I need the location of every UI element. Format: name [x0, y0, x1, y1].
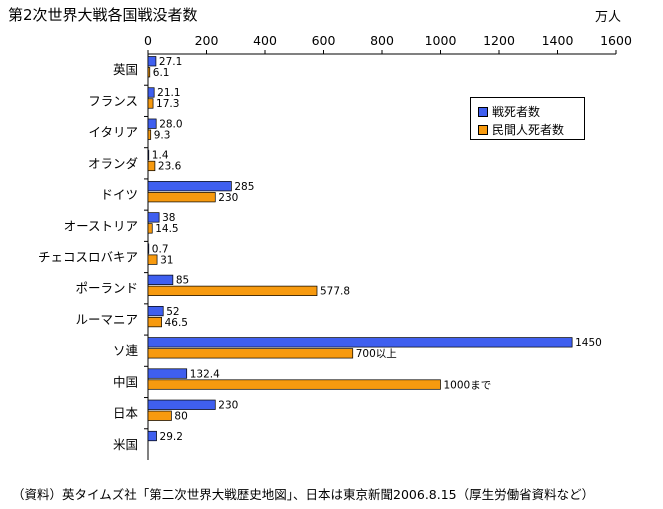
x-tick-label: 400 [253, 33, 277, 48]
data-label: 29.2 [160, 431, 183, 443]
legend: 戦死者数 民間人死者数 [470, 97, 585, 140]
legend-swatch-blue [478, 106, 488, 117]
category-label: ソ連 [113, 343, 139, 358]
bar [147, 254, 158, 265]
data-label: 27.1 [159, 56, 182, 68]
chart-title: 第2次世界大戦各国戦没者数 [8, 6, 198, 24]
bar [147, 243, 150, 254]
data-label: 1.4 [152, 150, 169, 162]
legend-item-combat-deaths: 戦死者数 [478, 103, 540, 120]
bar [147, 410, 172, 421]
bar [147, 348, 354, 359]
x-tick-label: 1400 [542, 33, 574, 48]
data-label: 1450 [575, 337, 602, 349]
data-label: 28.0 [159, 118, 182, 130]
x-tick-label: 0 [144, 33, 152, 48]
legend-swatch-orange [478, 124, 488, 135]
category-label: オランダ [88, 156, 138, 171]
bar [147, 337, 573, 348]
category-label: 英国 [113, 62, 138, 77]
bar [147, 305, 164, 317]
data-label: 6.1 [153, 67, 170, 79]
bar [147, 67, 151, 78]
unit-label: 万人 [595, 10, 622, 25]
bar [147, 316, 162, 328]
data-label: 9.3 [154, 129, 171, 141]
data-label: 52 [166, 306, 179, 318]
data-label: 577.8 [320, 286, 350, 298]
bar [147, 118, 157, 129]
data-label: 46.5 [165, 317, 188, 329]
bar [147, 160, 156, 172]
data-label: 23.6 [158, 161, 182, 173]
bar [147, 212, 160, 223]
x-tick-label: 1600 [600, 33, 632, 48]
bar [147, 379, 441, 390]
bar [147, 129, 152, 140]
data-label: 132.4 [190, 368, 220, 380]
source-note: （資料）英タイムズ社「第二次世界大戦歴史地図」、日本は東京新聞2006.8.15… [12, 487, 595, 502]
legend-label: 民間人死者数 [492, 123, 565, 137]
bar [147, 87, 155, 98]
bar [147, 56, 157, 67]
category-label: イタリア [88, 125, 138, 140]
x-tick-label: 800 [370, 33, 394, 48]
category-label: ドイツ [100, 187, 138, 202]
category-label: オーストリア [64, 218, 138, 233]
category-label: ルーマニア [75, 312, 138, 327]
category-label: 米国 [113, 437, 138, 452]
data-label: 230 [218, 192, 238, 204]
data-label: 700以上 [356, 348, 397, 360]
data-label: 38 [162, 212, 175, 224]
legend-item-civilian-deaths: 民間人死者数 [478, 121, 564, 138]
bar [147, 285, 318, 296]
x-tick-label: 600 [312, 33, 336, 48]
bar [147, 192, 216, 203]
bar [147, 223, 153, 234]
data-label: 17.3 [156, 98, 179, 110]
category-label: 中国 [113, 374, 138, 389]
data-label: 31 [160, 254, 173, 266]
x-tick-label: 1000 [425, 33, 457, 48]
category-label: ポーランド [75, 281, 138, 296]
bar [147, 181, 232, 192]
data-label: 0.7 [152, 243, 169, 255]
data-label: 230 [218, 400, 238, 412]
category-label: フランス [88, 93, 138, 108]
data-label: 21.1 [157, 87, 180, 99]
x-tick-label: 1200 [483, 33, 515, 48]
bar [147, 274, 174, 285]
category-label: 日本 [113, 406, 139, 421]
bar [147, 368, 188, 379]
bar [147, 98, 154, 109]
data-label: 80 [174, 411, 187, 423]
data-label: 1000まで [444, 379, 492, 391]
data-label: 14.5 [155, 223, 178, 235]
x-tick-label: 200 [195, 33, 219, 48]
data-label: 285 [234, 181, 254, 193]
category-label: チェコスロバキア [38, 250, 138, 265]
legend-label: 戦死者数 [492, 105, 541, 119]
bar [147, 149, 150, 161]
bar [147, 399, 216, 410]
bar [147, 430, 157, 442]
data-label: 85 [176, 275, 189, 287]
